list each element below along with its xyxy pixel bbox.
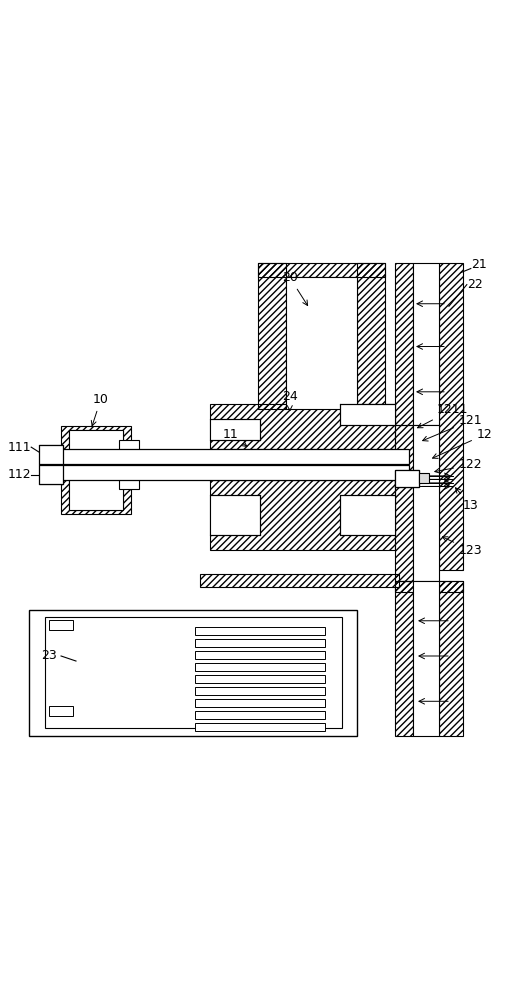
Bar — [69, 430, 123, 510]
Bar — [258, 263, 384, 277]
Bar — [61, 449, 409, 464]
Bar — [210, 480, 394, 550]
Bar — [412, 425, 438, 581]
Bar — [438, 263, 462, 570]
Bar — [29, 610, 357, 736]
Bar — [210, 495, 260, 535]
Bar — [339, 404, 394, 425]
Text: 10: 10 — [91, 393, 109, 426]
Text: 123: 123 — [441, 537, 482, 557]
Bar — [195, 723, 324, 731]
Text: 1211: 1211 — [417, 403, 468, 428]
Text: 24: 24 — [281, 390, 297, 411]
Bar — [195, 675, 324, 683]
Bar — [195, 711, 324, 719]
Text: 11: 11 — [222, 428, 246, 446]
Bar — [195, 627, 324, 635]
Bar — [45, 617, 341, 728]
Text: 121: 121 — [422, 414, 482, 441]
Bar — [195, 639, 324, 647]
Bar — [412, 263, 438, 425]
Bar — [195, 651, 324, 659]
Bar — [195, 663, 324, 671]
Bar — [61, 426, 130, 514]
Bar — [285, 277, 357, 409]
Bar — [69, 430, 123, 510]
Bar — [394, 425, 412, 581]
Bar — [394, 263, 412, 425]
Bar — [195, 699, 324, 707]
Bar — [39, 445, 63, 464]
Bar — [119, 440, 138, 455]
Bar — [195, 687, 324, 695]
Text: 111: 111 — [8, 441, 31, 454]
Bar — [61, 465, 409, 480]
Text: 112: 112 — [8, 468, 31, 481]
Bar — [394, 581, 462, 592]
Bar — [200, 574, 398, 587]
Bar — [412, 581, 438, 736]
Bar — [394, 581, 412, 736]
Bar — [49, 620, 73, 630]
Text: 22: 22 — [466, 278, 482, 291]
Bar — [258, 263, 285, 409]
Bar — [119, 474, 138, 489]
Bar — [210, 404, 394, 449]
Bar — [357, 263, 384, 409]
Text: 23: 23 — [41, 649, 57, 662]
Text: 13: 13 — [454, 488, 478, 512]
Text: 122: 122 — [434, 458, 482, 473]
Bar — [418, 473, 428, 483]
Text: 21: 21 — [470, 258, 486, 271]
Text: 12: 12 — [432, 428, 492, 458]
Bar — [394, 470, 418, 487]
Bar — [39, 465, 63, 484]
Bar — [394, 470, 418, 487]
Text: 20: 20 — [281, 271, 307, 306]
Bar — [49, 706, 73, 716]
Bar — [339, 495, 394, 535]
Bar — [210, 419, 260, 440]
Bar — [438, 581, 462, 736]
